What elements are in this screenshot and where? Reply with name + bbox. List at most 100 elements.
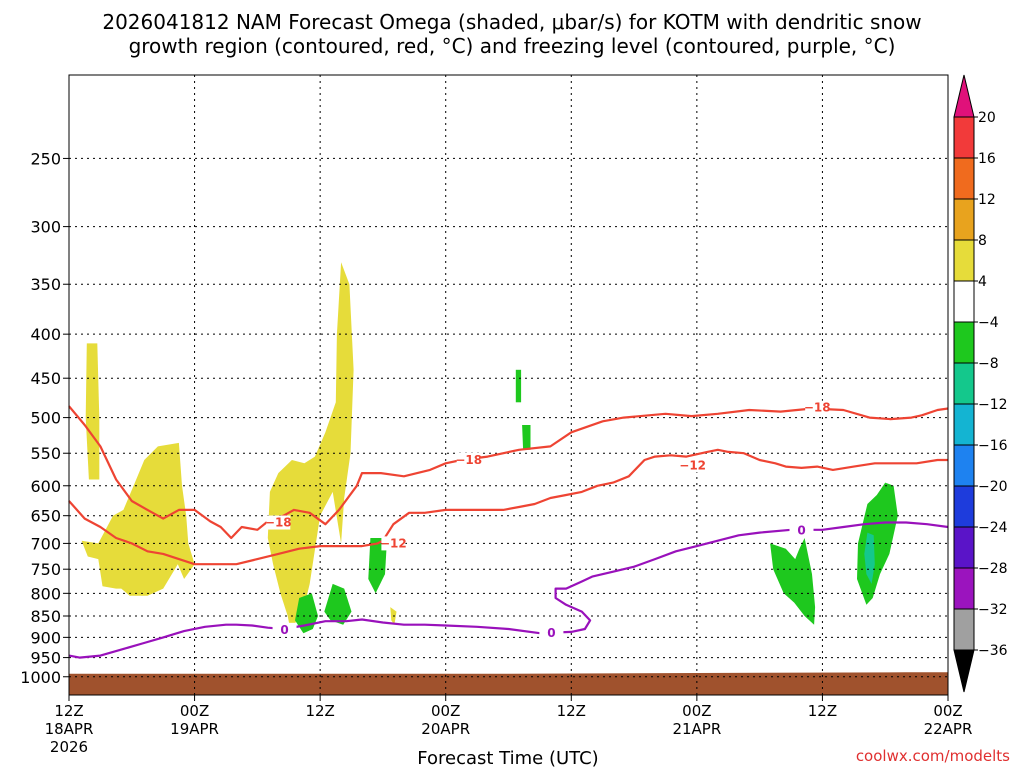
colorbar-label-8: −16 — [978, 438, 1008, 454]
contour-label-bg — [789, 523, 814, 538]
colorbar-label-1: 16 — [978, 151, 996, 167]
x-tick-label-0-l2: 18APR — [45, 720, 94, 738]
colorbar-top-triangle — [953, 74, 975, 118]
contour-label-purple-freezing: 0 — [547, 626, 555, 640]
y-tick-label-700: 700 — [30, 534, 61, 553]
x-tick-label-48-l1: 12Z — [557, 702, 586, 720]
x-tick-label-36-l2: 20APR — [421, 720, 470, 738]
omega-area-green-sliver-5 — [522, 425, 531, 450]
colorbar-label-7: −12 — [978, 397, 1008, 413]
chart-title-line-1: 2026041812 NAM Forecast Omega (shaded, μ… — [102, 10, 921, 34]
x-tick-label-60-l1: 00Z — [682, 702, 711, 720]
contour-red-lower — [68, 448, 948, 566]
contour-label-bg — [456, 452, 481, 467]
colorbar-swatch-11 — [953, 567, 975, 610]
y-tick-label-300: 300 — [30, 218, 61, 237]
contour-label-red-lower: −12 — [380, 536, 407, 550]
credit-text: coolwx.com/modelts — [856, 747, 1010, 765]
contour-label-red-upper: −18 — [265, 516, 292, 530]
x-axis-label: Forecast Time (UTC) — [417, 748, 598, 768]
grid-layer — [68, 75, 949, 695]
contour-purple-freezing — [68, 521, 949, 659]
y-tick-label-850: 850 — [30, 607, 61, 626]
x-tick-label-60-l2: 21APR — [672, 720, 721, 738]
y-tick-label-950: 950 — [30, 649, 61, 668]
y-tick-label-900: 900 — [30, 628, 61, 647]
y-tick-label-450: 450 — [30, 369, 61, 388]
colorbar-label-9: −20 — [978, 479, 1008, 495]
colorbar-swatch-8 — [953, 444, 975, 487]
y-tick-label-550: 550 — [30, 444, 61, 463]
colorbar-label-0: 20 — [978, 110, 996, 126]
y-tick-label-1000: 1000 — [20, 668, 61, 687]
omega-area-yellow-blob-2 — [81, 442, 195, 596]
contour-label-bg — [539, 626, 564, 641]
omega-area-teal-core-8 — [864, 532, 875, 584]
y-tick-label-800: 800 — [30, 584, 61, 603]
contour-label-purple-freezing: 0 — [797, 523, 805, 537]
x-tick-label-12-l1: 00Z — [180, 702, 209, 720]
colorbar-label-4: 4 — [978, 274, 987, 290]
contour-label-red-upper: −18 — [455, 453, 482, 467]
x-tick-label-0-l1: 12Z — [54, 702, 83, 720]
omega-area-yellow-column-1 — [85, 343, 100, 480]
omega-area-green-sliver-4 — [515, 369, 522, 403]
colorbar-label-3: 8 — [978, 233, 987, 249]
contour-label-bg — [680, 458, 705, 473]
contour-layer: −18 −18 −18 −12 −12 0 0 0 — [68, 400, 949, 659]
colorbar-label-6: −8 — [978, 356, 999, 372]
x-tick-label-84-l2: 22APR — [924, 720, 973, 738]
colorbar-label-10: −24 — [978, 520, 1008, 536]
colorbar-swatch-10 — [953, 526, 975, 569]
colorbar-swatch-2 — [953, 198, 975, 241]
contour-red-upper — [68, 405, 949, 540]
plot-frame — [68, 74, 949, 696]
contour-label-bg — [381, 536, 406, 551]
colorbar-bottom-triangle — [953, 649, 975, 693]
y-tick-label-400: 400 — [30, 325, 61, 344]
contour-label-purple-freezing: 0 — [280, 623, 288, 637]
omega-area-green-blob-2 — [324, 583, 352, 625]
ground-surface — [69, 672, 948, 695]
x-tick-label-84-l1: 00Z — [933, 702, 962, 720]
x-tick-label-36-l1: 00Z — [431, 702, 460, 720]
colorbar-swatch-7 — [953, 403, 975, 446]
colorbar-label-13: −36 — [978, 643, 1008, 659]
y-axis-ticks: 250 300 350 400 450 500 550 600 650 700 750 800 850 9… — [20, 149, 69, 687]
colorbar-label-11: −28 — [978, 561, 1008, 577]
colorbar-label-5: −4 — [978, 315, 999, 331]
contour-label-red-lower: −12 — [679, 458, 706, 472]
x-tick-label-72-l1: 12Z — [808, 702, 837, 720]
x-tick-label-12-l2: 19APR — [170, 720, 219, 738]
colorbar-swatch-5 — [953, 321, 975, 364]
y-tick-label-600: 600 — [30, 477, 61, 496]
colorbar-swatch-9 — [953, 485, 975, 528]
omega-shading-layer — [81, 262, 898, 634]
colorbar-swatch-1 — [953, 157, 975, 200]
colorbar-swatch-12 — [953, 608, 975, 651]
omega-area-green-blob-3 — [368, 538, 388, 594]
contour-label-bg — [272, 622, 297, 637]
contour-label-bg — [805, 400, 830, 415]
y-tick-label-500: 500 — [30, 409, 61, 428]
contour-label-red-upper: −18 — [804, 401, 831, 415]
colorbar-swatch-6 — [953, 362, 975, 405]
omega-area-yellow-tower-3 — [267, 262, 354, 627]
y-tick-label-250: 250 — [30, 149, 61, 168]
colorbar-swatch-4 — [953, 280, 975, 323]
chart-title-line-2: growth region (contoured, red, °C) and f… — [129, 34, 896, 58]
colorbar-swatch-3 — [953, 239, 975, 282]
colorbar-label-12: −32 — [978, 602, 1008, 618]
y-tick-label-750: 750 — [30, 560, 61, 579]
y-tick-label-650: 650 — [30, 507, 61, 526]
contour-label-bg — [266, 515, 291, 530]
omega-area-green-blob-6 — [770, 538, 816, 625]
colorbar: 20 16 12 8 4 −4 −8 −12 −16 −20 −24 −28 −32 −36 — [953, 74, 1008, 693]
colorbar-label-2: 12 — [978, 192, 996, 208]
x-tick-label-0-l3: 2026 — [50, 738, 88, 756]
colorbar-swatch-0 — [953, 116, 975, 159]
x-tick-label-24-l1: 12Z — [305, 702, 334, 720]
ground-layer — [69, 672, 948, 695]
y-tick-label-350: 350 — [30, 275, 61, 294]
